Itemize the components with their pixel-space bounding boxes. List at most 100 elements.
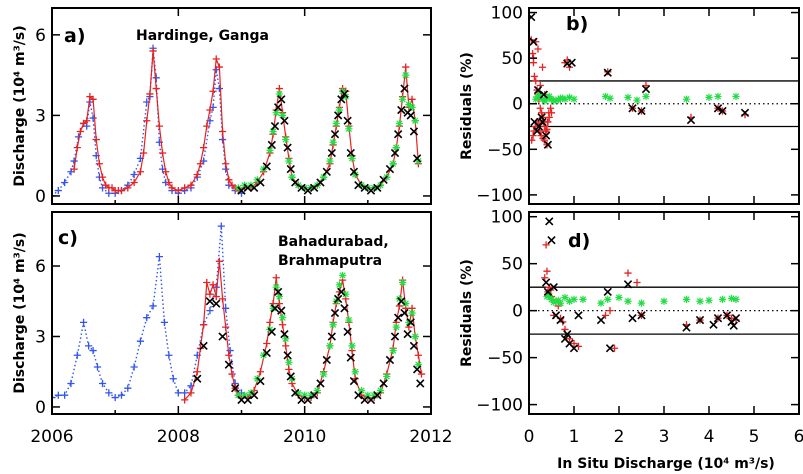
- panel-d-series-1-point: [552, 297, 560, 305]
- panel-d-ytick-label: −100: [476, 396, 523, 416]
- panel-b: −100 −50 0 50 100 b) Residuals (%): [459, 4, 800, 206]
- panel-b-ytick-label: 50: [501, 49, 523, 69]
- panel-a-series-1-point: [165, 178, 173, 187]
- panel-c-series-3-point: [403, 329, 412, 339]
- panel-a-series-1-point: [203, 122, 211, 130]
- panel-a-series-1-point: [174, 186, 182, 195]
- panel-a-ticks: 0 3 6: [35, 8, 432, 207]
- panel-b-series-0-point: [642, 81, 650, 90]
- panel-d-xtick-label: 6: [794, 427, 803, 447]
- panel-a-series-3-point: [267, 140, 276, 150]
- panel-a-series-1-point: [200, 144, 208, 152]
- panel-c-series-2-point: [364, 391, 372, 399]
- panel-a-series-3-point: [303, 186, 312, 195]
- panel-c-series-1-point: [200, 321, 208, 329]
- panel-d-series-1-point: [570, 295, 578, 303]
- panel-a-series-2-point: [345, 125, 353, 133]
- panel-a-series-1-line: [73, 50, 419, 192]
- panel-b-plot: [529, 12, 799, 149]
- panel-c-series-3-point: [297, 395, 306, 405]
- panel-c-series-3-point: [400, 308, 409, 318]
- panel-a-series-1-point: [196, 160, 205, 168]
- panel-d-series-1-point: [565, 297, 574, 305]
- panel-c-series-0-point: [124, 384, 132, 392]
- panel-c-series-0-point: [143, 314, 151, 322]
- panel-c-ticks: 0 3 6 2006 2008 2010 2012: [30, 212, 453, 447]
- panel-d-xtick-label: 5: [749, 427, 760, 447]
- panel-d-series-2-point: [722, 311, 732, 320]
- panel-c-station: Bahadurabad, Brahmaputra: [278, 234, 389, 269]
- panel-a-series-3-point: [330, 130, 340, 139]
- panel-c-series-3-point: [303, 395, 312, 405]
- panel-a-series-3-point: [237, 186, 246, 195]
- panel-a-series-1-point: [206, 106, 214, 114]
- panel-c-series-0-line: [52, 226, 243, 399]
- panel-c-series-0-point: [169, 375, 177, 383]
- panel-c-ytick-label: 3: [35, 327, 46, 347]
- panel-c-series-3-point: [360, 395, 369, 405]
- panel-c-series-2-point: [241, 391, 249, 399]
- panel-d-series-1-point: [545, 292, 553, 300]
- panel-a-series-2-point: [351, 170, 359, 179]
- panel-a-series-2-point: [272, 109, 280, 117]
- panel-a-series-1-point: [225, 176, 233, 184]
- panel-c-series-2-point: [402, 300, 410, 308]
- panel-c-series-2-point: [383, 372, 391, 381]
- panel-b-series-2-point: [539, 90, 549, 99]
- panel-a-series-3-point: [360, 183, 369, 193]
- panel-a-series-2-point: [282, 135, 290, 144]
- panel-c-series-3-point: [354, 391, 363, 400]
- panel-d-ylabel: Residuals (%): [459, 259, 475, 367]
- panel-d-series-1-point: [604, 295, 612, 303]
- panel-b-ytick-label: −50: [487, 140, 523, 160]
- panel-b-frame: [528, 7, 800, 205]
- panel-a-series-1-point: [162, 168, 170, 176]
- panel-a-series-1-point: [130, 178, 138, 187]
- panel-b-series-2-point: [541, 131, 551, 140]
- panel-c-series-1-point: [222, 323, 230, 331]
- panel-c-series-1-point: [263, 339, 271, 348]
- panel-a-series-3-point: [393, 130, 403, 139]
- panel-c-station-line-0: Bahadurabad,: [278, 234, 389, 250]
- panel-a-series-3-point: [273, 103, 283, 112]
- panel-c-series-2-point: [338, 271, 347, 280]
- panel-c-series-1-point: [272, 274, 280, 282]
- panel-a-series-2-point: [332, 119, 340, 128]
- panel-c-series-3-point: [218, 332, 227, 341]
- panel-c-series-1-point: [218, 295, 227, 303]
- panel-a-series-1-point: [149, 47, 157, 55]
- panel-a-series-1-point: [158, 149, 167, 157]
- panel-d-ticks: −100 −50 0 50 100 0 1 2 3 4 5 6: [476, 208, 803, 447]
- panel-c-series-3-point: [409, 341, 419, 351]
- panel-d-series-0-point: [624, 269, 632, 277]
- panel-a-series-3-point: [349, 167, 359, 176]
- panel-a-series-1-point: [117, 186, 126, 195]
- panel-d-series-2-point: [574, 311, 583, 320]
- panel-b-series-1-point: [559, 94, 567, 102]
- panel-a-series-1-point: [209, 87, 217, 95]
- panel-b-ytick-label: −100: [476, 186, 523, 206]
- panel-c-series-1-point: [414, 351, 422, 359]
- panel-a-series-2-point: [405, 101, 413, 109]
- panel-d-xtick-label: 4: [704, 427, 715, 447]
- panel-b-series-0-point: [542, 127, 550, 135]
- panel-c-series-2-point: [405, 318, 413, 326]
- panel-a-series-1-point: [222, 160, 230, 168]
- panel-c-series-0-point: [155, 253, 163, 261]
- panel-a-series-2-point: [408, 103, 416, 111]
- panel-b-series-2-point: [637, 106, 646, 116]
- panel-c-series-3-point: [346, 353, 355, 362]
- panel-a-series-1-point: [181, 184, 189, 192]
- panel-b-series-2-point: [713, 104, 723, 113]
- panel-b-series-2-point: [529, 37, 538, 46]
- panel-c-series-3-point: [322, 355, 331, 365]
- panel-b-series-0-point: [536, 104, 544, 112]
- panel-a-series-1-point: [95, 160, 103, 168]
- panel-c-series-2-point: [370, 391, 378, 399]
- panel-d-xtick-label: 3: [659, 427, 670, 447]
- panel-d-series-1-point: [637, 299, 646, 307]
- panel-c-series-3-point: [412, 365, 422, 374]
- panel-a-series-1-point: [70, 165, 78, 173]
- panel-b-series-1-point: [682, 95, 691, 103]
- panel-b-series-1-point: [714, 92, 722, 101]
